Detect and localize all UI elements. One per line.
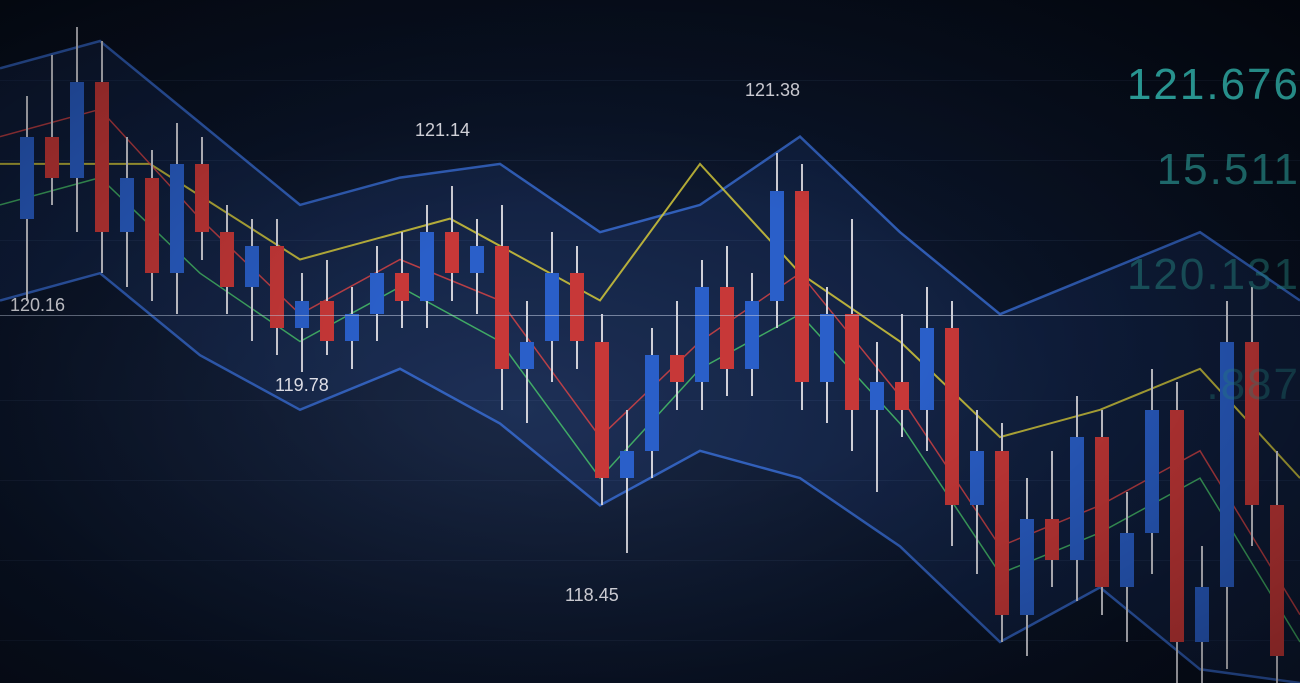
candle-body — [470, 246, 484, 273]
candle-body — [1070, 437, 1084, 560]
candle-body — [445, 232, 459, 273]
candle-body — [370, 273, 384, 314]
candle-body — [1045, 519, 1059, 560]
candle-wick — [901, 314, 903, 437]
candle-wick — [51, 55, 53, 205]
candle-body — [1120, 533, 1134, 588]
candle-body — [570, 273, 584, 341]
candle-body — [895, 382, 909, 409]
candle-body — [545, 273, 559, 341]
candle-body — [220, 232, 234, 287]
candle-body — [995, 451, 1009, 615]
candle-body — [45, 137, 59, 178]
candle-body — [245, 246, 259, 287]
candle-body — [820, 314, 834, 382]
price-label: 121.38 — [745, 80, 800, 101]
candle-body — [495, 246, 509, 369]
price-label: 121.14 — [415, 120, 470, 141]
candle-body — [870, 382, 884, 409]
side-quote: 15.511 — [1157, 145, 1300, 195]
candle-body — [345, 314, 359, 341]
candle-body — [320, 301, 334, 342]
candle-body — [795, 191, 809, 382]
candlestick-chart: 120.16 121.14 119.78 121.38 118.45 121.676 15… — [0, 0, 1300, 683]
candle-body — [70, 82, 84, 178]
candle-body — [195, 164, 209, 232]
candle-body — [695, 287, 709, 383]
candle-wick — [626, 410, 628, 553]
side-quote: .887 — [1206, 360, 1300, 410]
candle-body — [1195, 587, 1209, 642]
candle-body — [420, 232, 434, 300]
candle-body — [745, 301, 759, 369]
reference-price-line — [0, 315, 1300, 316]
candle-body — [145, 178, 159, 274]
candle-body — [95, 82, 109, 232]
candle-body — [945, 328, 959, 506]
candle-body — [520, 342, 534, 369]
candle-body — [170, 164, 184, 273]
candle-body — [1145, 410, 1159, 533]
candle-body — [670, 355, 684, 382]
price-label: 120.16 — [10, 295, 65, 316]
candle-body — [720, 287, 734, 369]
candle-body — [645, 355, 659, 451]
candle-body — [1270, 505, 1284, 655]
candle-body — [970, 451, 984, 506]
candle-body — [395, 273, 409, 300]
candle-wick — [876, 342, 878, 492]
candle-body — [1020, 519, 1034, 615]
candle-body — [920, 328, 934, 410]
price-label: 118.45 — [565, 585, 619, 606]
price-label: 119.78 — [275, 375, 329, 396]
candle-body — [620, 451, 634, 478]
candle-body — [20, 137, 34, 219]
side-quote: 120.131 — [1127, 250, 1300, 300]
candle-body — [770, 191, 784, 300]
candle-body — [1170, 410, 1184, 642]
candle-body — [1095, 437, 1109, 587]
candle-body — [120, 178, 134, 233]
candle-body — [845, 314, 859, 410]
candle-body — [595, 342, 609, 479]
side-quote: 121.676 — [1127, 60, 1300, 110]
